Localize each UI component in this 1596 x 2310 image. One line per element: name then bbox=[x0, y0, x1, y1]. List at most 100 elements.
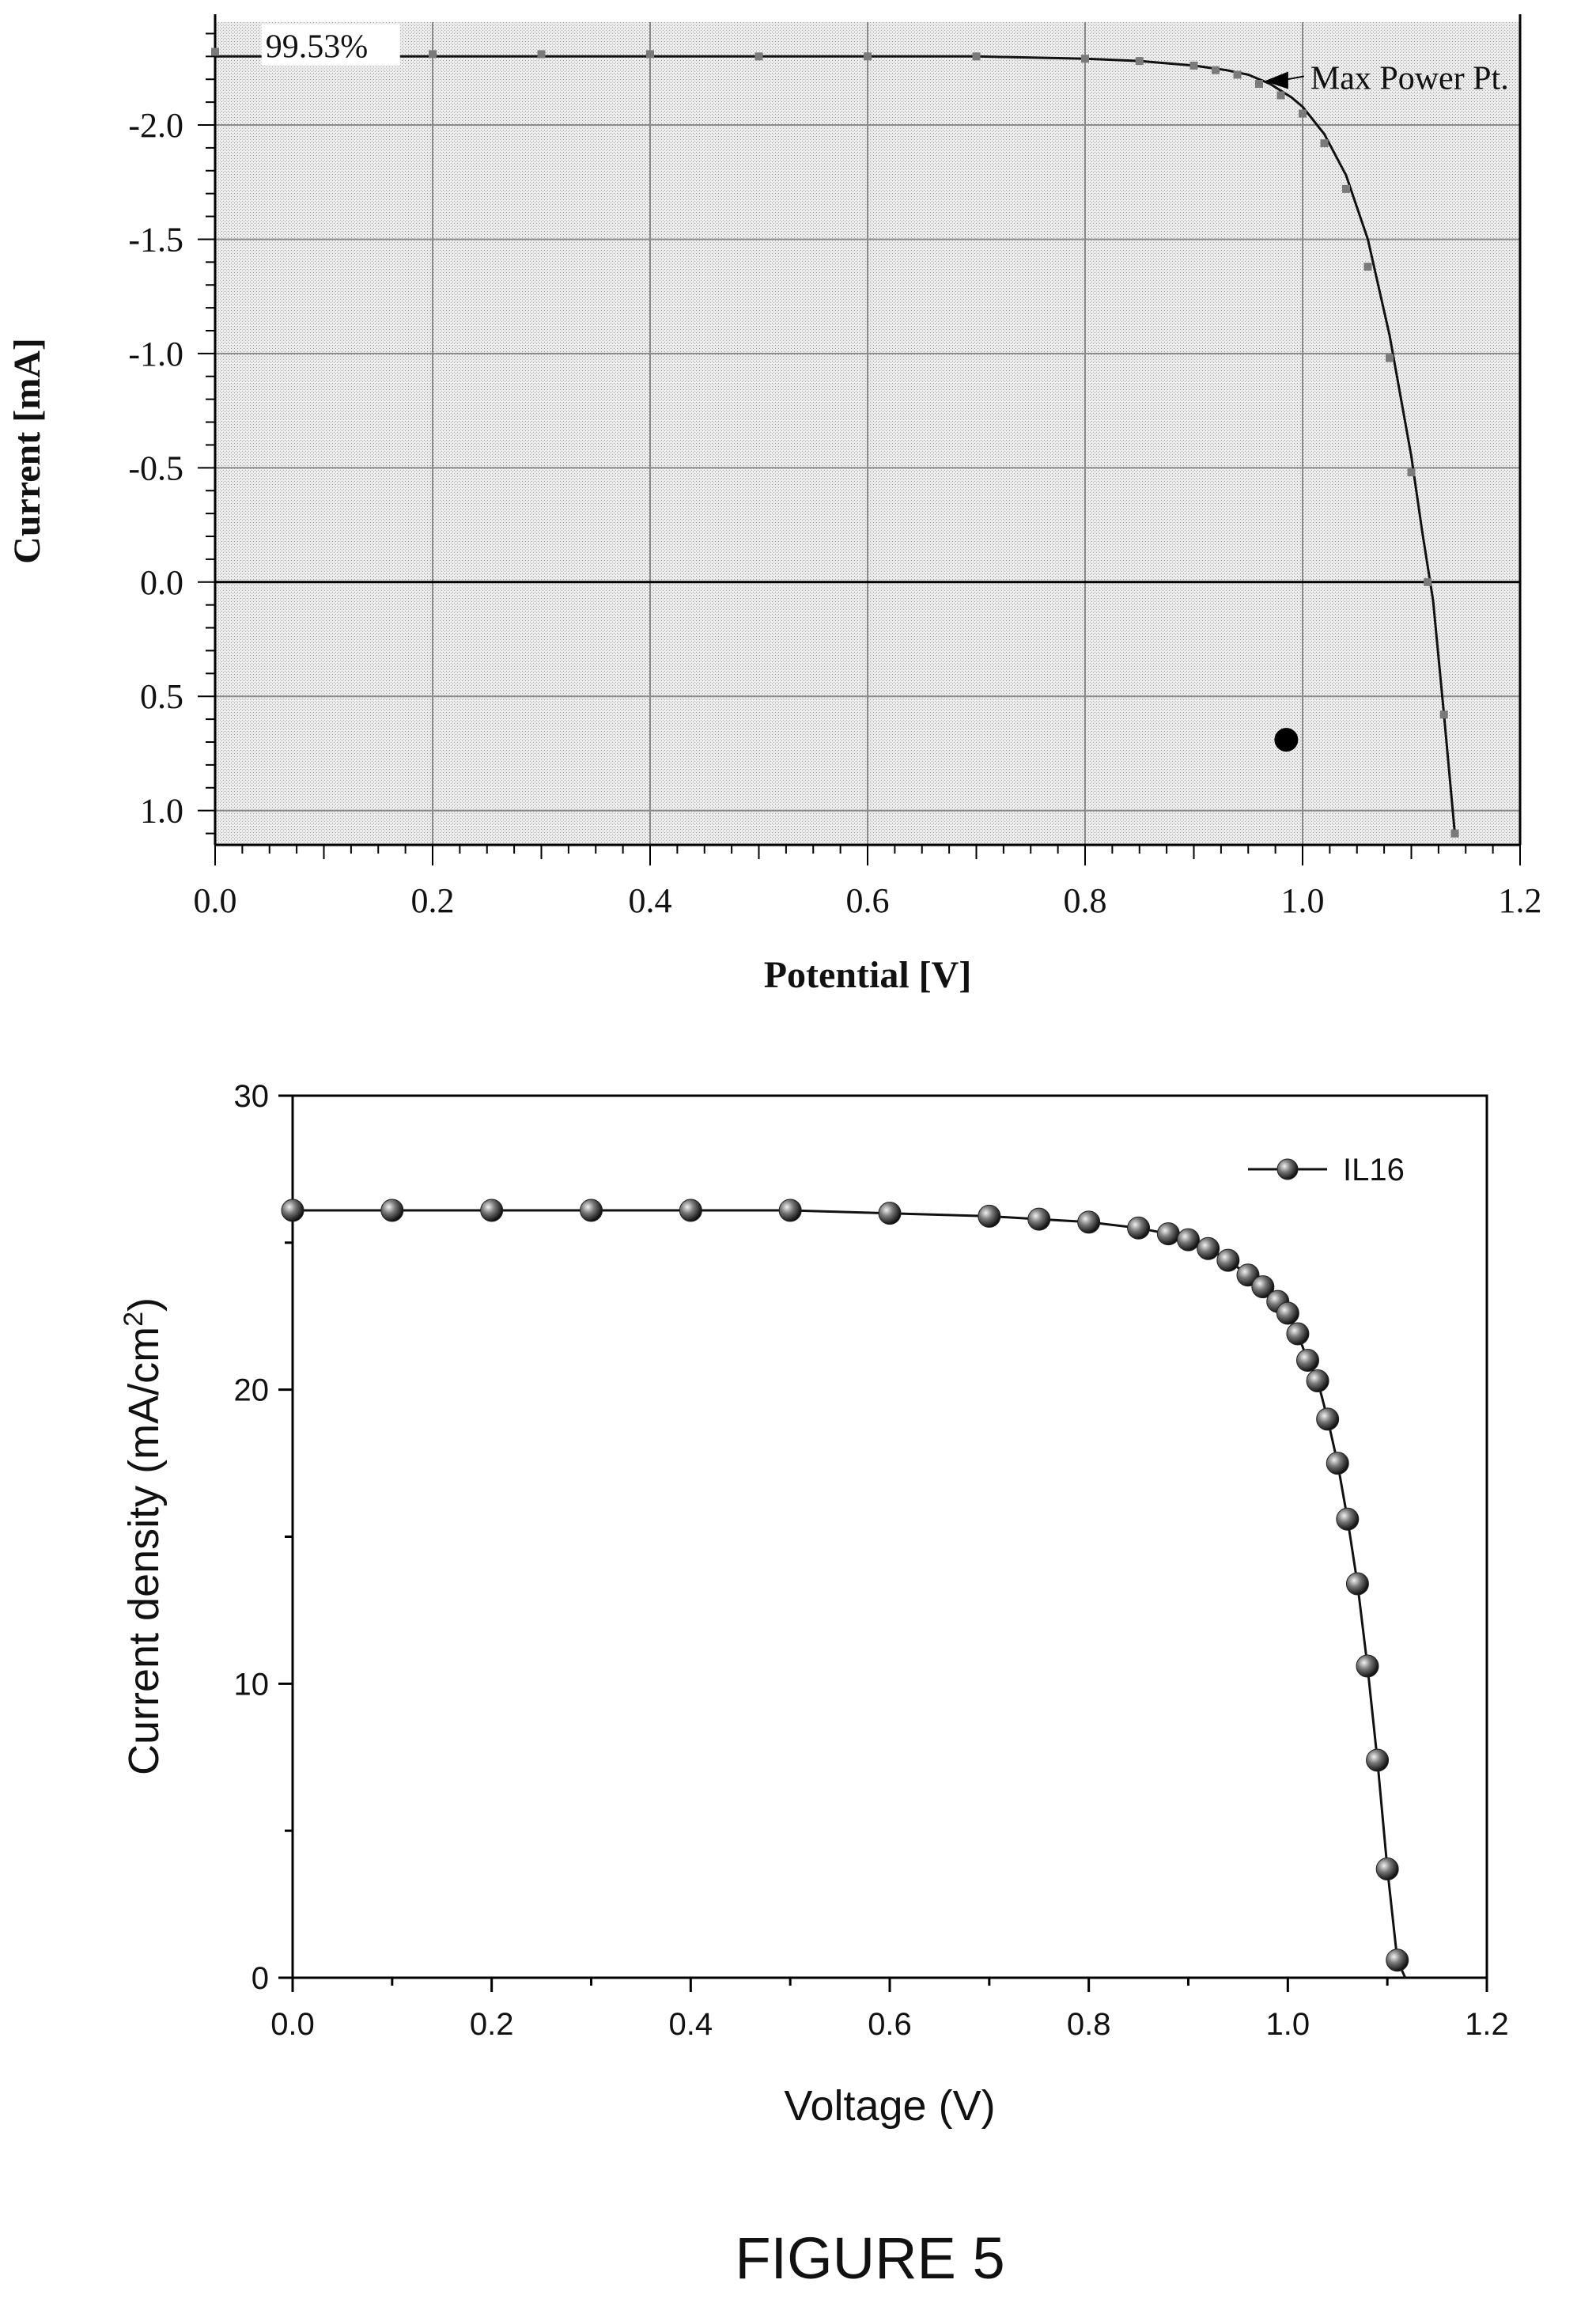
measured-data-point bbox=[429, 50, 437, 59]
x-axis-ticks: 0.0 0.2 0.4 0.6 0.8 1.0 1.2 bbox=[194, 845, 1542, 920]
y-axis-label: Current density (mA/cm2) bbox=[119, 1297, 168, 1775]
data-point-il16 bbox=[1356, 1654, 1379, 1678]
measured-data-point bbox=[972, 52, 981, 61]
measured-data-point bbox=[1233, 70, 1242, 79]
data-point-il16 bbox=[1386, 1948, 1409, 1972]
iv-curve-chart-bottom: 0.0 0.2 0.4 0.6 0.8 1.0 1.2 0 10 20 30 IL16 Volta… bbox=[119, 1079, 1509, 2130]
data-point-il16 bbox=[1296, 1349, 1319, 1372]
measured-data-point bbox=[1342, 184, 1350, 193]
x-tick-label: 0.8 bbox=[1067, 2007, 1111, 2042]
y-axis-label-text: Current density (mA/cm bbox=[120, 1327, 168, 1775]
measured-data-point bbox=[1276, 91, 1285, 100]
data-point-il16 bbox=[480, 1199, 504, 1222]
data-point-il16 bbox=[1077, 1210, 1101, 1234]
data-point-il16 bbox=[1127, 1216, 1151, 1240]
efficiency-annotation: 99.53% bbox=[266, 28, 369, 65]
figure-label: FIGURE 5 bbox=[735, 2225, 1004, 2291]
measured-data-point bbox=[864, 52, 872, 61]
y-tick-label: -2.0 bbox=[128, 106, 183, 145]
y-tick-label: 20 bbox=[234, 1373, 270, 1408]
data-point-il16 bbox=[1216, 1248, 1240, 1272]
y-axis-ticks: 0 10 20 30 bbox=[234, 1079, 293, 1996]
data-point-il16 bbox=[580, 1199, 603, 1222]
y-tick-label: -1.0 bbox=[128, 335, 183, 373]
measured-data-point bbox=[1320, 139, 1329, 148]
measured-data-point bbox=[1450, 829, 1459, 838]
data-point-il16 bbox=[1345, 1572, 1369, 1596]
data-point-il16 bbox=[1336, 1507, 1360, 1531]
measured-data-point bbox=[1255, 80, 1263, 88]
legend: IL16 bbox=[1248, 1153, 1405, 1187]
max-power-arrow-line bbox=[1286, 75, 1305, 81]
data-point-il16 bbox=[1276, 1301, 1299, 1325]
measured-data-point bbox=[1407, 468, 1416, 477]
y-axis-ticks: -2.0 -1.5 -1.0 -0.5 0.0 0.5 1.0 bbox=[128, 32, 215, 835]
data-point-il16 bbox=[1156, 1222, 1180, 1246]
x-tick-label: 0.6 bbox=[868, 2007, 912, 2042]
annotation-layer: 99.53% Max Power Pt. bbox=[261, 24, 1509, 97]
x-tick-label: 0.8 bbox=[1064, 881, 1107, 920]
data-point-il16 bbox=[778, 1199, 802, 1222]
x-tick-label: 0.0 bbox=[194, 881, 237, 920]
measured-data-point bbox=[1299, 109, 1307, 118]
measured-data-point bbox=[211, 47, 219, 56]
x-tick-label: 1.2 bbox=[1499, 881, 1542, 920]
x-axis-ticks: 0.0 0.2 0.4 0.6 0.8 1.0 1.2 bbox=[270, 1978, 1509, 2042]
measured-data-point bbox=[1439, 710, 1448, 719]
grid-lines bbox=[215, 22, 1520, 845]
data-point-il16 bbox=[1316, 1407, 1340, 1431]
x-tick-label: 0.2 bbox=[470, 2007, 514, 2042]
measured-data-point bbox=[1386, 354, 1394, 362]
measured-data-point bbox=[1363, 263, 1372, 271]
y-tick-label: 0.5 bbox=[140, 677, 183, 716]
y-tick-label: 30 bbox=[234, 1079, 270, 1114]
measured-data-point bbox=[537, 50, 546, 59]
fit-series-line bbox=[215, 55, 1456, 834]
y-tick-label: -1.5 bbox=[128, 220, 183, 259]
x-tick-label: 0.6 bbox=[846, 881, 890, 920]
y-tick-label: 1.0 bbox=[140, 792, 183, 831]
data-point-il16 bbox=[679, 1199, 702, 1222]
data-point-il16 bbox=[380, 1199, 404, 1222]
measured-data-point bbox=[1424, 578, 1432, 586]
data-point-il16 bbox=[878, 1202, 902, 1225]
x-tick-label: 1.0 bbox=[1266, 2007, 1310, 2042]
measured-data-point bbox=[1189, 61, 1198, 70]
x-tick-label: 0.4 bbox=[629, 881, 672, 920]
measured-data-point bbox=[1081, 55, 1089, 63]
data-point-il16 bbox=[1027, 1207, 1051, 1231]
y-tick-label: 10 bbox=[234, 1667, 270, 1702]
measured-data-point bbox=[1212, 66, 1220, 74]
data-point-il16 bbox=[978, 1204, 1001, 1228]
data-point-il16 bbox=[1326, 1452, 1349, 1475]
annotation-box bbox=[261, 24, 400, 66]
data-point-il16 bbox=[1286, 1322, 1310, 1346]
data-point-il16 bbox=[1197, 1236, 1220, 1260]
data-point-il16 bbox=[1251, 1275, 1275, 1299]
data-point-il16 bbox=[1177, 1228, 1200, 1252]
y-tick-label: 0 bbox=[252, 1961, 269, 1996]
y-axis-label-superscript: 2 bbox=[119, 1312, 149, 1327]
legend-label: IL16 bbox=[1343, 1153, 1405, 1187]
data-point-il16 bbox=[1366, 1748, 1390, 1772]
x-tick-label: 1.0 bbox=[1281, 881, 1325, 920]
data-point-il16 bbox=[1306, 1369, 1329, 1393]
marker-point bbox=[1274, 728, 1299, 752]
y-axis-label-close: ) bbox=[120, 1297, 168, 1312]
data-point-il16 bbox=[281, 1199, 304, 1222]
measured-data-point bbox=[755, 52, 763, 61]
x-tick-label: 0.0 bbox=[270, 2007, 315, 2042]
measured-data-point bbox=[646, 50, 654, 59]
y-tick-label: 0.0 bbox=[140, 563, 183, 602]
plot-frame bbox=[291, 1094, 1488, 1979]
measured-data-point bbox=[1135, 57, 1144, 66]
max-power-arrow-head bbox=[1264, 71, 1288, 89]
x-tick-label: 0.4 bbox=[669, 2007, 713, 2042]
y-tick-label: -0.5 bbox=[128, 449, 183, 487]
x-tick-label: 0.2 bbox=[411, 881, 455, 920]
x-axis-label: Potential [V] bbox=[764, 954, 972, 996]
x-tick-label: 1.2 bbox=[1465, 2007, 1509, 2042]
series-layer bbox=[281, 1199, 1409, 1979]
x-axis-label: Voltage (V) bbox=[784, 2082, 995, 2130]
data-point-il16 bbox=[1375, 1857, 1399, 1880]
